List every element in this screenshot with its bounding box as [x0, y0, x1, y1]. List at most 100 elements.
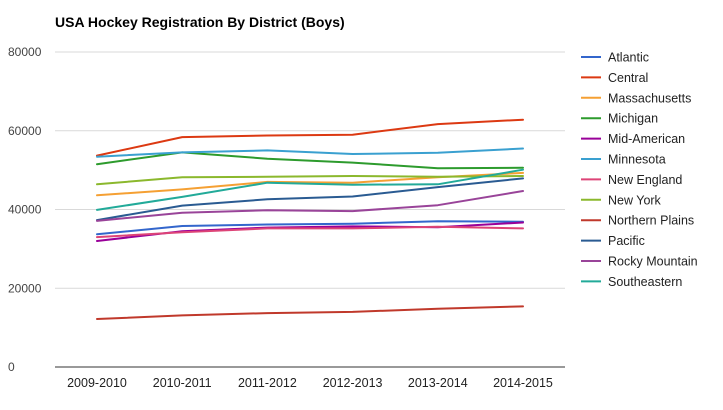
data-point[interactable]: [350, 151, 355, 156]
data-point[interactable]: [521, 146, 526, 151]
data-point[interactable]: [521, 226, 526, 231]
legend-item[interactable]: New York: [581, 193, 662, 207]
data-point[interactable]: [435, 174, 440, 179]
data-point[interactable]: [521, 176, 526, 181]
series-atlantic: [96, 219, 524, 236]
x-tick-label: 2011-2012: [238, 376, 297, 390]
legend-label: Rocky Mountain: [608, 255, 698, 269]
legend-item[interactable]: Northern Plains: [581, 214, 694, 228]
series-line[interactable]: [96, 305, 524, 320]
series-rocky-mountain: [95, 188, 526, 223]
data-point[interactable]: [435, 122, 440, 127]
data-point[interactable]: [435, 166, 440, 171]
gridlines: [55, 51, 565, 368]
legend-label: Minnesota: [608, 153, 666, 167]
data-point[interactable]: [180, 150, 185, 155]
data-point[interactable]: [95, 162, 100, 167]
data-point[interactable]: [95, 207, 100, 212]
data-point[interactable]: [265, 148, 270, 153]
series-line[interactable]: [96, 151, 524, 170]
data-point[interactable]: [350, 309, 355, 314]
data-point[interactable]: [180, 187, 185, 192]
series-line[interactable]: [96, 221, 524, 242]
data-point[interactable]: [350, 226, 355, 231]
legend-label: Northern Plains: [608, 214, 694, 228]
data-point[interactable]: [435, 203, 440, 208]
data-point[interactable]: [95, 182, 100, 187]
legend-item[interactable]: Minnesota: [581, 153, 666, 167]
data-point[interactable]: [350, 132, 355, 137]
data-point[interactable]: [180, 175, 185, 180]
data-point[interactable]: [180, 135, 185, 140]
data-point[interactable]: [95, 316, 100, 321]
legend-label: New York: [608, 193, 662, 207]
legend-item[interactable]: Atlantic: [581, 51, 649, 65]
data-point[interactable]: [95, 154, 100, 159]
data-point[interactable]: [350, 182, 355, 187]
y-tick-label: 60000: [8, 124, 42, 138]
series-line[interactable]: [96, 190, 524, 222]
series-pacific: [96, 176, 526, 222]
data-point[interactable]: [435, 150, 440, 155]
series-new-york: [95, 174, 524, 187]
legend-item[interactable]: Michigan: [581, 112, 658, 126]
data-point[interactable]: [265, 197, 270, 202]
data-point[interactable]: [265, 133, 270, 138]
data-point[interactable]: [265, 226, 270, 231]
y-tick-label: 80000: [8, 45, 42, 59]
data-point[interactable]: [435, 306, 440, 311]
legend-label: Mid-American: [608, 132, 685, 146]
data-point[interactable]: [350, 194, 355, 199]
series-minnesota: [95, 146, 526, 159]
data-point[interactable]: [435, 182, 440, 187]
data-point[interactable]: [265, 174, 270, 179]
data-point[interactable]: [180, 194, 185, 199]
data-point[interactable]: [350, 160, 355, 165]
data-point[interactable]: [350, 209, 355, 214]
data-point[interactable]: [95, 193, 100, 198]
data-point[interactable]: [180, 230, 185, 235]
legend-label: Southeastern: [608, 275, 682, 289]
data-point[interactable]: [435, 219, 440, 224]
series-northern-plains: [95, 304, 526, 321]
legend-item[interactable]: Rocky Mountain: [581, 255, 698, 269]
data-point[interactable]: [180, 224, 185, 229]
series-line[interactable]: [96, 168, 524, 211]
series-michigan: [95, 151, 524, 171]
series-line[interactable]: [96, 225, 524, 239]
data-point[interactable]: [521, 188, 526, 193]
data-point[interactable]: [95, 218, 100, 223]
data-point[interactable]: [265, 208, 270, 213]
data-point[interactable]: [521, 220, 526, 225]
series-central: [96, 117, 526, 157]
legend-label: Atlantic: [608, 51, 649, 65]
y-tick-label: 20000: [8, 281, 42, 295]
series-line[interactable]: [96, 118, 524, 157]
series-line[interactable]: [96, 147, 524, 158]
data-point[interactable]: [265, 180, 270, 185]
legend-item[interactable]: Southeastern: [581, 275, 682, 289]
x-tick-label: 2014-2015: [493, 376, 553, 390]
data-point[interactable]: [521, 167, 526, 172]
data-point[interactable]: [435, 224, 440, 229]
data-point[interactable]: [95, 235, 100, 240]
series-lines: [95, 117, 526, 321]
data-point[interactable]: [180, 203, 185, 208]
legend-item[interactable]: Pacific: [581, 234, 645, 248]
legend-label: Michigan: [608, 112, 658, 126]
data-point[interactable]: [180, 313, 185, 318]
data-point[interactable]: [180, 210, 185, 215]
y-tick-label: 0: [8, 360, 15, 374]
series-line[interactable]: [96, 220, 524, 236]
series-line[interactable]: [96, 175, 524, 186]
data-point[interactable]: [521, 304, 526, 309]
legend-item[interactable]: New England: [581, 173, 682, 187]
legend-item[interactable]: Mid-American: [581, 132, 685, 146]
data-point[interactable]: [350, 174, 355, 179]
legend-item[interactable]: Central: [581, 71, 648, 85]
data-point[interactable]: [265, 156, 270, 161]
data-point[interactable]: [521, 117, 526, 122]
legend-item[interactable]: Massachusetts: [581, 91, 691, 105]
series-line[interactable]: [96, 177, 524, 222]
data-point[interactable]: [265, 311, 270, 316]
